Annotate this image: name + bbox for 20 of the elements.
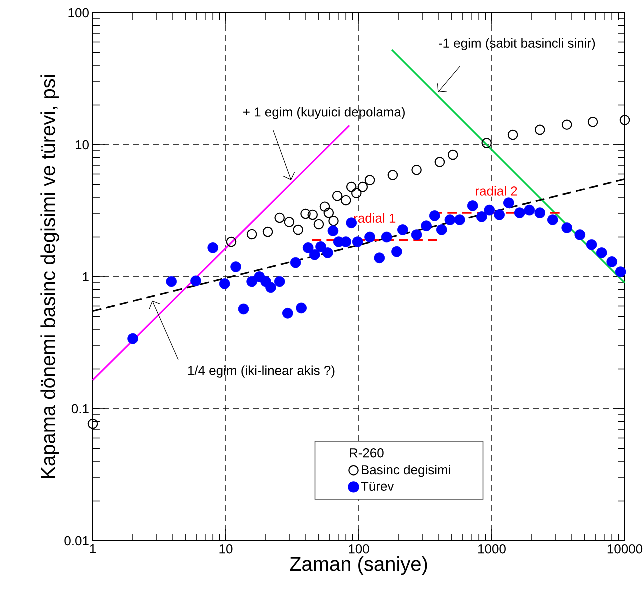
- annotation: -1 egim (sabit basincli sinir): [439, 38, 596, 51]
- legend-label: Türev: [361, 482, 394, 492]
- y-tick-label: 0.1: [72, 404, 89, 414]
- y-tick-label: 100: [68, 8, 89, 18]
- x-tick-label: 100: [349, 544, 370, 554]
- x-axis-title: Zaman (saniye): [290, 556, 428, 576]
- series-label: radial 2: [476, 186, 518, 196]
- y-tick-label: 0.01: [64, 536, 89, 546]
- legend-label: Basinc degisimi: [362, 465, 450, 478]
- annotation: + 1 egim (kuyuici depolama): [244, 107, 405, 120]
- annotation: 1/4 egim (iki-linear akis ?): [188, 366, 335, 378]
- legend-title: R-260: [350, 448, 384, 458]
- x-tick-label: 1: [90, 544, 96, 554]
- x-tick-label: 10: [220, 544, 233, 554]
- y-tick-label: 10: [76, 140, 89, 150]
- y-axis-title: Kapama dönemi basinc degisimi ve türevi, psi: [40, 76, 60, 478]
- y-tick-label: 1: [83, 272, 89, 282]
- x-tick-label: 1000: [478, 544, 506, 554]
- series-label: radial 1: [354, 213, 396, 224]
- x-tick-label: 10000: [608, 544, 643, 554]
